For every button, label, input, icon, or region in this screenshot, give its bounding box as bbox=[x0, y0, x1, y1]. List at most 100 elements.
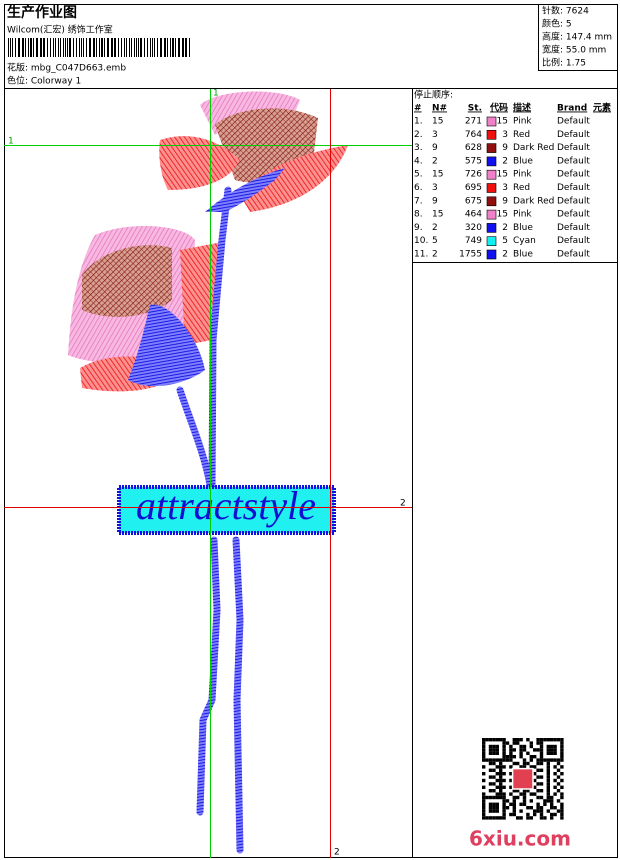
qr-cell bbox=[536, 775, 540, 779]
bar bbox=[79, 38, 80, 57]
qr-cell bbox=[519, 751, 523, 755]
cell: 15 bbox=[432, 210, 443, 220]
qr-cell bbox=[512, 806, 516, 810]
qr-cell bbox=[492, 761, 496, 766]
qr-cell bbox=[556, 775, 561, 779]
cell: 675 bbox=[465, 196, 482, 206]
cell: 2 bbox=[432, 156, 438, 166]
bar bbox=[136, 38, 137, 57]
stat: 宽度: 55.0 mm bbox=[542, 44, 606, 56]
cell: Pink bbox=[513, 117, 532, 127]
qr-cell bbox=[533, 792, 537, 796]
cell: 2. bbox=[414, 130, 423, 140]
color-swatch bbox=[486, 249, 497, 260]
qr-cell bbox=[536, 782, 540, 786]
design-text: attractstyle bbox=[136, 483, 316, 528]
qr-cell bbox=[512, 761, 516, 766]
qr-cell bbox=[536, 789, 540, 793]
cell: 9 bbox=[432, 196, 438, 206]
qr-cell bbox=[512, 795, 516, 800]
qr-cell bbox=[516, 741, 520, 745]
qr-cell bbox=[560, 758, 564, 762]
qr-cell bbox=[492, 751, 496, 755]
qr-cell bbox=[488, 802, 493, 806]
qr-cell bbox=[550, 795, 554, 800]
bar bbox=[83, 38, 84, 57]
qr-cell bbox=[485, 738, 489, 742]
qr-cell bbox=[482, 778, 486, 783]
cell: 2 bbox=[502, 250, 508, 260]
qr-cell bbox=[522, 758, 527, 762]
qr-cell bbox=[553, 744, 557, 749]
cell: Pink bbox=[513, 170, 532, 180]
cell: 9 bbox=[502, 196, 508, 206]
qr-cell bbox=[492, 768, 496, 772]
cell: 271 bbox=[465, 117, 482, 127]
qr-cell bbox=[550, 758, 554, 762]
qr-cell bbox=[522, 792, 527, 796]
cell: 1755 bbox=[459, 250, 482, 260]
qr-logo bbox=[511, 767, 534, 790]
bar bbox=[101, 38, 103, 57]
qr-cell bbox=[553, 792, 557, 796]
qr-cell bbox=[526, 751, 530, 755]
bar bbox=[185, 38, 187, 57]
guide-label: 2 bbox=[334, 848, 340, 858]
cell: 6. bbox=[414, 183, 423, 193]
color-swatch bbox=[486, 156, 497, 167]
qr-cell bbox=[505, 799, 510, 803]
bar bbox=[172, 38, 174, 57]
qr-cell bbox=[556, 799, 561, 803]
qr-cell bbox=[529, 758, 533, 762]
company: Wilcom(汇宏) 绣饰工作室 bbox=[7, 24, 113, 36]
cell: 7. bbox=[414, 196, 423, 206]
qr-cell bbox=[482, 799, 486, 803]
qr-cell bbox=[509, 778, 513, 783]
qr-cell bbox=[488, 816, 493, 820]
qr-cell bbox=[519, 748, 523, 752]
color-swatch bbox=[486, 236, 497, 246]
cell: 10. bbox=[414, 236, 428, 246]
qr-cell bbox=[502, 765, 506, 769]
qr-cell bbox=[495, 816, 499, 820]
qr-cell bbox=[539, 795, 544, 800]
qr-cell bbox=[560, 792, 564, 796]
bar bbox=[8, 38, 9, 57]
qr-cell bbox=[499, 772, 503, 776]
qr-cell bbox=[502, 738, 506, 742]
qr-cell bbox=[556, 782, 561, 786]
qr-cell bbox=[509, 758, 513, 762]
cell: 2 bbox=[502, 156, 508, 166]
qr-cell bbox=[522, 799, 527, 803]
bar bbox=[36, 38, 38, 57]
qr-cell bbox=[553, 812, 557, 817]
qr-cell bbox=[560, 802, 564, 806]
bar bbox=[22, 38, 24, 57]
qr-cell bbox=[560, 744, 564, 749]
bar bbox=[144, 38, 145, 57]
bar bbox=[67, 38, 68, 57]
cell: Default bbox=[557, 130, 590, 140]
qr-cell bbox=[529, 806, 533, 810]
cell: 15 bbox=[432, 117, 443, 127]
qr-cell bbox=[512, 738, 516, 742]
qr-cell bbox=[509, 748, 513, 752]
qr-cell bbox=[529, 816, 533, 820]
qr-cell bbox=[560, 812, 564, 817]
qr-cell bbox=[499, 782, 503, 786]
qr-cell bbox=[546, 768, 550, 772]
qr-cell bbox=[488, 738, 493, 742]
qr-cell bbox=[509, 772, 513, 776]
qr-cell bbox=[502, 802, 506, 806]
stem bbox=[176, 386, 214, 489]
cell: Blue bbox=[513, 250, 533, 260]
qr-cell bbox=[529, 741, 533, 745]
cell: Default bbox=[557, 156, 590, 166]
bar bbox=[63, 38, 64, 57]
qr-cell bbox=[488, 775, 493, 779]
bar bbox=[124, 38, 125, 57]
qr-cell bbox=[550, 751, 554, 755]
qr-cell bbox=[492, 809, 496, 813]
qr-cell bbox=[492, 802, 496, 806]
cell: 320 bbox=[465, 223, 482, 233]
